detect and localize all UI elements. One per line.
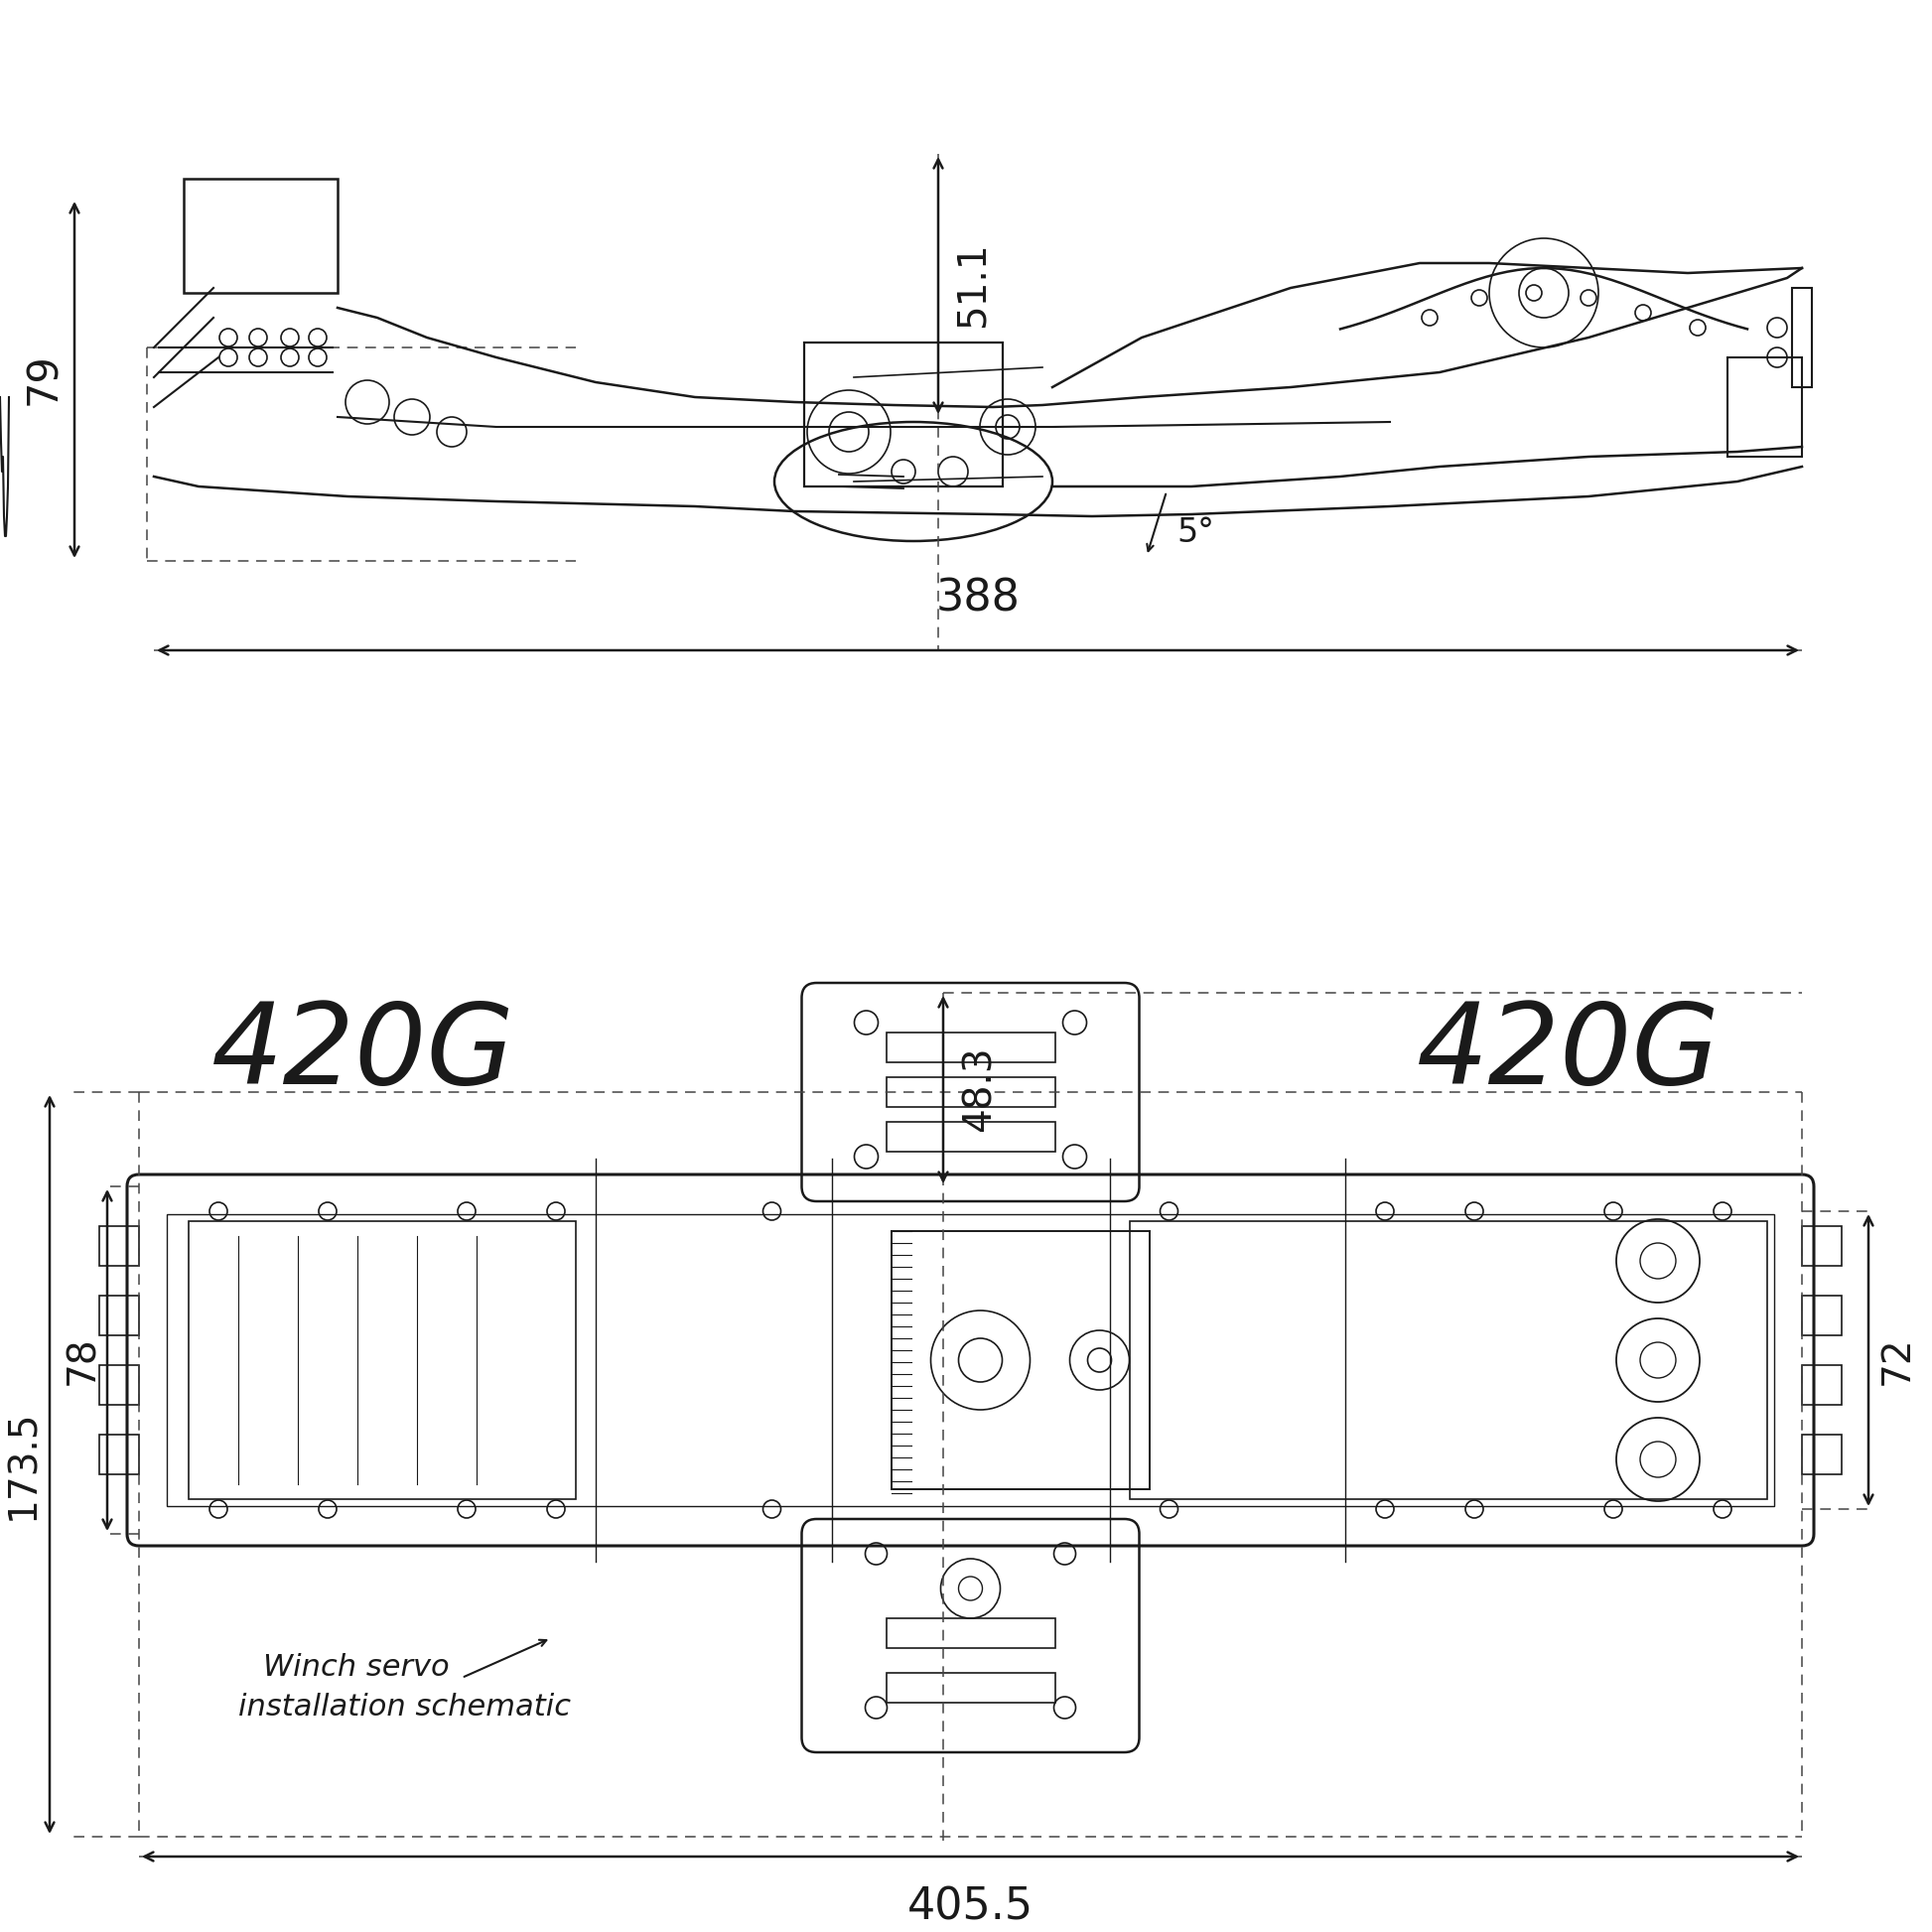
Text: 420G: 420G (1416, 997, 1719, 1107)
Text: 78: 78 (64, 1335, 100, 1385)
Bar (1803, 1366, 1841, 1405)
Bar (1727, 357, 1803, 456)
Bar (166, 1213, 1774, 1507)
Text: 173.5: 173.5 (4, 1408, 43, 1520)
Text: 5°: 5° (1177, 516, 1213, 549)
Bar (1803, 1227, 1841, 1265)
Text: 405.5: 405.5 (908, 1886, 1034, 1928)
Bar (887, 1078, 1055, 1107)
Text: 51.1: 51.1 (954, 242, 991, 328)
Bar (1803, 1435, 1841, 1474)
Bar (887, 1673, 1055, 1702)
Text: installation schematic: installation schematic (238, 1692, 570, 1721)
Bar (887, 1032, 1055, 1063)
Bar (99, 1435, 139, 1474)
Text: 79: 79 (23, 354, 64, 406)
Bar (804, 342, 1003, 487)
Bar (99, 1296, 139, 1335)
Bar (1803, 1296, 1841, 1335)
Bar (184, 178, 338, 294)
Bar (99, 1366, 139, 1405)
Bar (189, 1221, 576, 1499)
Bar (887, 1122, 1055, 1151)
Bar (1130, 1221, 1768, 1499)
Text: 48.3: 48.3 (960, 1045, 999, 1132)
Bar (891, 1231, 1150, 1490)
Bar (887, 1619, 1055, 1648)
Text: 420G: 420G (213, 997, 516, 1107)
Bar (1793, 288, 1812, 386)
Text: 72: 72 (1878, 1335, 1917, 1385)
Bar (99, 1227, 139, 1265)
Text: 388: 388 (935, 578, 1020, 620)
Text: Winch servo: Winch servo (263, 1654, 450, 1683)
